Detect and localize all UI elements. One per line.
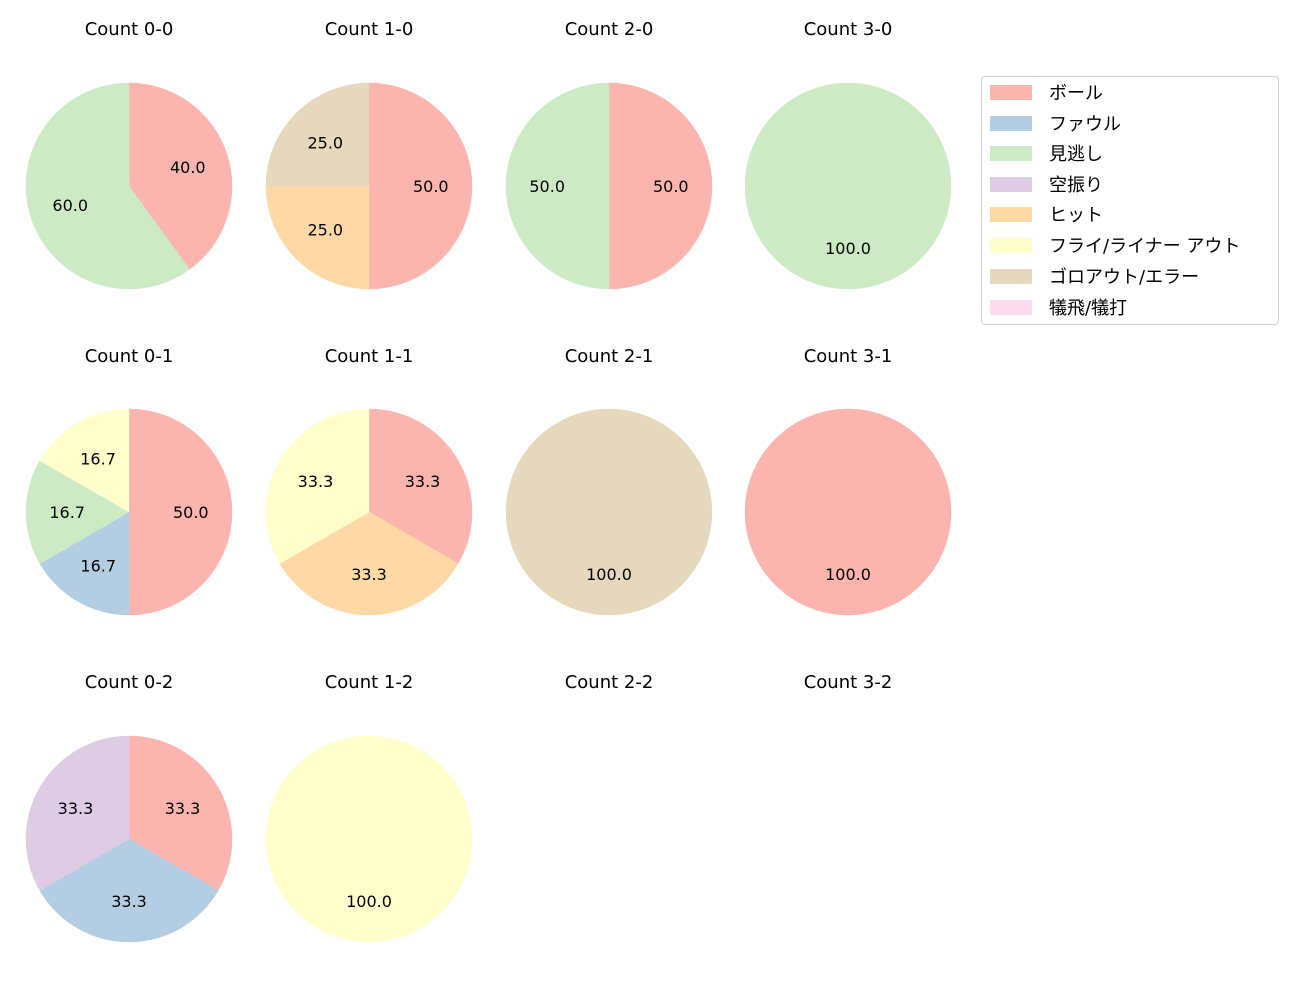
legend-item-fly-liner-out: フライ/ライナー アウト — [990, 233, 1240, 257]
wedge-percent-label: 100.0 — [586, 565, 632, 584]
legend-label: ゴロアウト/エラー — [1049, 267, 1200, 288]
pie-wedge — [744, 82, 952, 290]
wedge-percent-label: 33.3 — [298, 472, 334, 491]
wedge-percent-label: 100.0 — [825, 565, 871, 584]
legend-swatch — [990, 206, 1032, 222]
subplot-title: Count 0-0 — [85, 19, 174, 40]
wedge-percent-label: 100.0 — [825, 239, 871, 258]
legend-swatch — [990, 145, 1032, 161]
legend-label: 空振り — [1049, 175, 1103, 196]
wedge-percent-label: 25.0 — [307, 133, 343, 152]
legend-swatch — [990, 268, 1032, 284]
legend-label: ヒット — [1049, 205, 1103, 226]
subplot-title: Count 1-1 — [325, 346, 414, 367]
pie-subplot: Count 0-1 50.0 16.7 16.7 16.7 — [25, 346, 233, 616]
pie-subplot: Count 1-0 50.0 25.0 25.0 — [265, 19, 473, 290]
wedge-percent-label: 60.0 — [52, 196, 88, 215]
pie-subplot: Count 2-0 50.0 50.0 — [505, 19, 713, 290]
subplot-title: Count 3-2 — [804, 672, 893, 693]
legend-item-sacrifice: 犠飛/犠打 — [990, 295, 1127, 319]
legend-label: ファウル — [1049, 114, 1121, 135]
wedge-percent-label: 50.0 — [413, 177, 449, 196]
subplot-title: Count 3-0 — [804, 19, 893, 40]
wedge-percent-label: 25.0 — [307, 221, 343, 240]
pie-wedge — [608, 82, 713, 290]
wedge-percent-label: 50.0 — [173, 503, 209, 522]
pie-subplot: Count 3-1 100.0 — [744, 346, 952, 616]
chart-legend: ボール ファウル 見逃し 空振り ヒット フライ/ライナー アウト ゴロアウト/… — [981, 76, 1279, 325]
subplot-title: Count 2-2 — [565, 672, 654, 693]
legend-swatch — [990, 299, 1032, 315]
wedge-percent-label: 33.3 — [165, 799, 201, 818]
wedge-percent-label: 40.0 — [170, 158, 206, 177]
pie-wedge — [265, 408, 370, 564]
pie-subplot: Count 3-2 — [804, 672, 893, 693]
wedge-percent-label: 33.3 — [58, 799, 94, 818]
wedge-percent-label: 16.7 — [49, 503, 85, 522]
legend-swatch — [990, 176, 1032, 192]
pie-wedge — [505, 82, 610, 290]
subplot-title: Count 2-1 — [565, 346, 654, 367]
legend-item-ball: ボール — [990, 80, 1103, 104]
wedge-percent-label: 33.3 — [111, 892, 147, 911]
legend-item-swinging-strike: 空振り — [990, 172, 1103, 196]
wedge-percent-label: 33.3 — [351, 565, 387, 584]
pie-subplot: Count 2-2 — [565, 672, 654, 693]
pie-subplot: Count 3-0 100.0 — [744, 19, 952, 290]
legend-swatch — [990, 237, 1032, 253]
wedge-percent-label: 16.7 — [80, 449, 116, 468]
pie-subplot: Count 1-1 33.3 33.3 33.3 — [265, 346, 473, 616]
legend-label: 見逃し — [1049, 144, 1103, 165]
legend-item-hit: ヒット — [990, 202, 1103, 226]
pie-subplot: Count 0-0 40.0 60.0 — [25, 19, 233, 290]
wedge-percent-label: 50.0 — [529, 177, 565, 196]
legend-item-called-strike: 見逃し — [990, 141, 1103, 165]
pie-wedge — [368, 408, 473, 564]
wedge-percent-label: 16.7 — [80, 557, 116, 576]
subplot-title: Count 1-0 — [325, 19, 414, 40]
pie-subplot: Count 1-2 100.0 — [265, 672, 473, 943]
pie-wedge — [744, 408, 952, 616]
legend-item-foul: ファウル — [990, 111, 1121, 135]
subplot-title: Count 1-2 — [325, 672, 414, 693]
legend-label: フライ/ライナー アウト — [1049, 236, 1241, 257]
pie-wedge — [39, 408, 130, 513]
pie-subplot: Count 0-2 33.3 33.3 33.3 — [25, 672, 233, 943]
pie-wedge — [265, 82, 370, 187]
pie-wedge — [39, 511, 130, 616]
subplot-title: Count 2-0 — [565, 19, 654, 40]
legend-swatch — [990, 115, 1032, 131]
wedge-percent-label: 33.3 — [405, 472, 441, 491]
pie-wedge — [128, 82, 233, 270]
pie-wedge — [265, 735, 473, 943]
legend-label: ボール — [1049, 83, 1103, 104]
subplot-title: Count 0-2 — [85, 672, 174, 693]
wedge-percent-label: 100.0 — [346, 892, 392, 911]
subplot-title: Count 3-1 — [804, 346, 893, 367]
pie-subplot: Count 2-1 100.0 — [505, 346, 713, 616]
legend-swatch — [990, 84, 1032, 100]
wedge-percent-label: 50.0 — [653, 177, 689, 196]
pie-wedge — [505, 408, 713, 616]
pie-wedge — [128, 735, 233, 891]
pie-wedge — [368, 82, 473, 290]
subplot-title: Count 0-1 — [85, 346, 174, 367]
pie-wedge — [25, 460, 130, 565]
pie-wedge — [265, 185, 370, 290]
legend-item-ground-out-error: ゴロアウト/エラー — [990, 264, 1199, 288]
pie-wedge — [25, 735, 130, 891]
pie-wedge — [25, 82, 190, 290]
legend-label: 犠飛/犠打 — [1049, 298, 1128, 319]
pie-wedge — [128, 408, 233, 616]
